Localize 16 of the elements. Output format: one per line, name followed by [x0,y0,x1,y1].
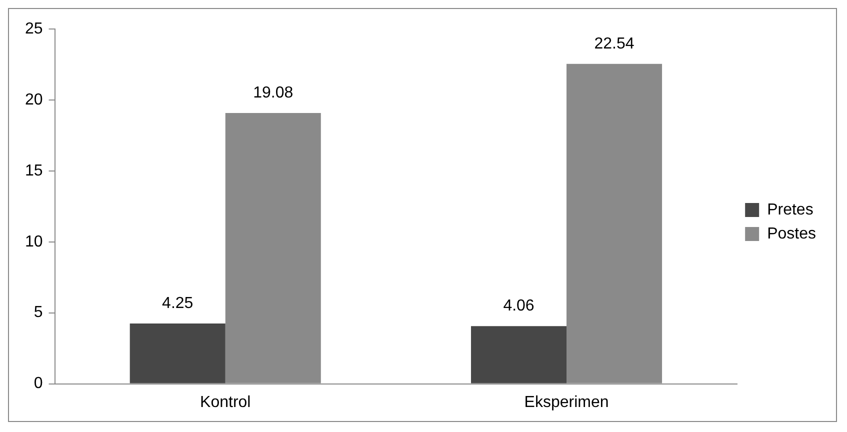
data-label: 4.06 [503,298,534,315]
data-label: 19.08 [253,84,294,102]
y-tick-label: 10 [25,233,43,250]
x-tick-label: Eksperimen [524,394,609,411]
legend-label: Postes [767,225,816,242]
y-tick-label: 15 [25,162,43,180]
legend-label: Pretes [767,201,814,218]
data-label: 22.54 [594,35,634,52]
y-tick-label: 5 [34,304,43,322]
y-tick-label: 0 [34,375,43,392]
y-tick-label: 20 [25,91,43,108]
bar [130,323,226,384]
data-label: 4.25 [162,294,194,312]
x-tick-label: Kontrol [200,394,251,411]
bar [470,326,567,384]
y-tick-label: 25 [25,20,43,38]
